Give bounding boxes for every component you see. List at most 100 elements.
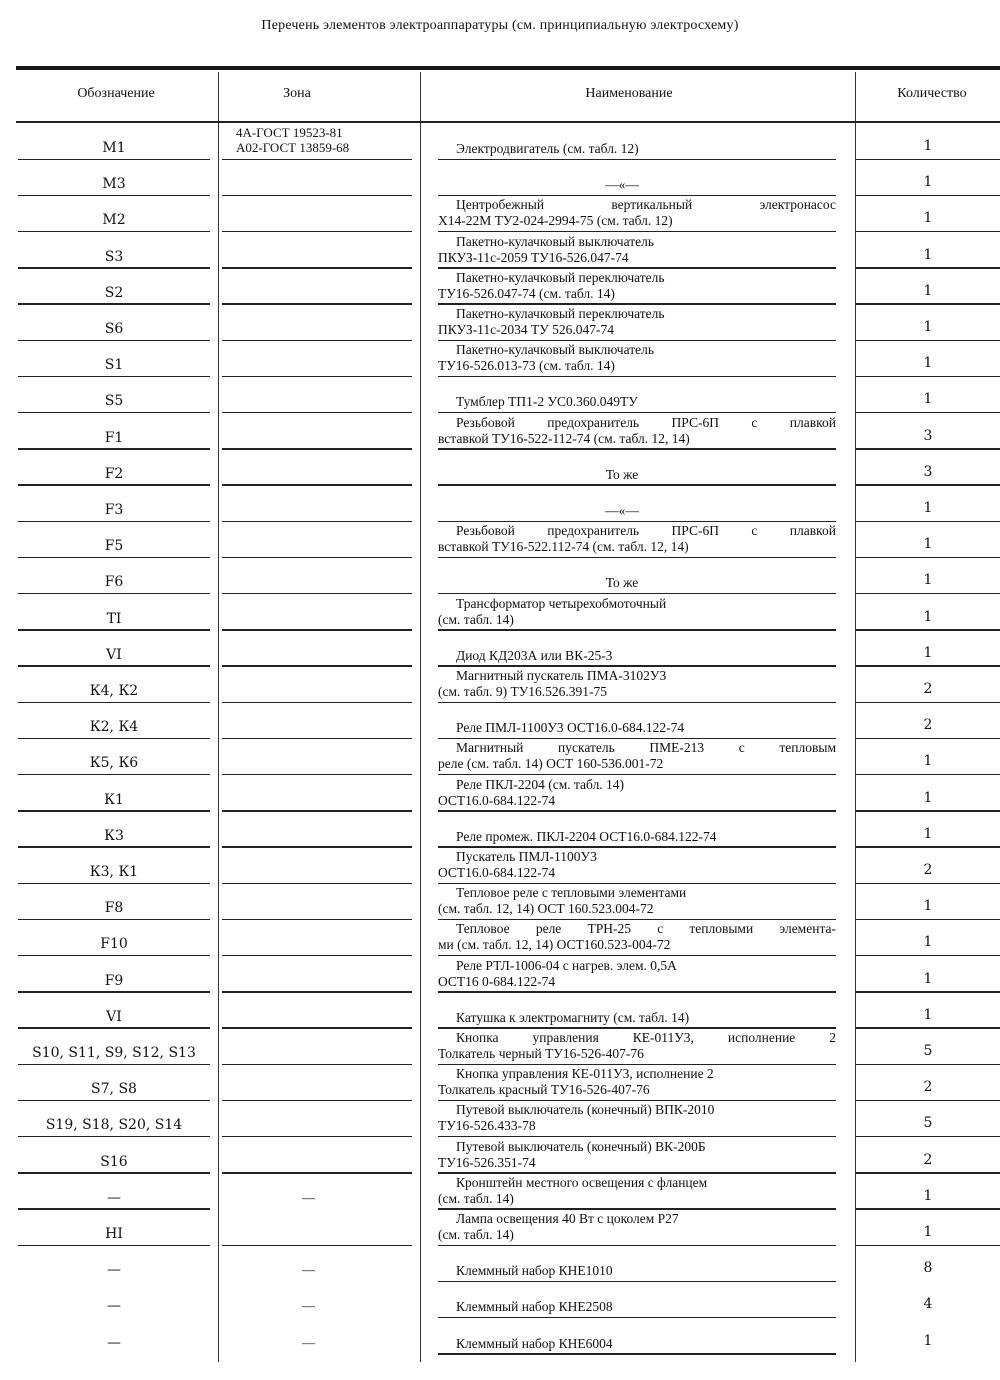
quantity-cell: 3: [856, 450, 1000, 486]
name-line: ПКУЗ-11с-2059 ТУ16-526.047-74: [438, 249, 629, 265]
zone-text: —: [302, 1262, 315, 1277]
quantity-text: 1: [923, 246, 933, 263]
name-cell: Пакетно-кулачковый выключатель ТУ16-526.0…: [438, 341, 836, 378]
zone-cell: [222, 269, 412, 305]
table-row: F3 —«— 1: [0, 486, 1000, 522]
name-text: Реле промеж. ПКЛ-2204 ОСТ16.0-684.122-74: [438, 829, 836, 845]
quantity-cell: 4: [856, 1282, 1000, 1318]
table-row: К1 Реле ПКЛ-2204 (см. табл. 14) ОСТ16.0-68…: [0, 776, 1000, 812]
header-bottom-border: [16, 121, 1000, 123]
name-text: Клеммный набор КНЕ1010: [438, 1263, 836, 1279]
name-line: Х14-22М ТУ2-024-2994-75 (см. табл. 12): [438, 213, 673, 229]
designation-cell: S10, S11, S9, S12, S13: [18, 1029, 210, 1065]
name-text: Реле ПМЛ-1100У3 ОСТ16.0-684.122-74: [438, 720, 836, 736]
quantity-cell: 3: [856, 414, 1000, 450]
quantity-text: 1: [923, 789, 933, 806]
name-line: ми (см. табл. 12, 14) ОСТ160.523-004-72: [438, 937, 671, 953]
quantity-cell: 5: [856, 1101, 1000, 1138]
name-text: Тепловое реле с тепловыми элементами (см.…: [438, 885, 836, 917]
name-cell: То же: [438, 450, 836, 486]
quantity-text: 1: [923, 319, 933, 335]
zone-cell: [222, 1210, 412, 1246]
name-text: То же: [438, 575, 836, 591]
designation-cell: К1: [18, 776, 210, 812]
name-line: ТУ16-526.351-74: [438, 1154, 536, 1170]
name-line: (см. табл. 14): [438, 611, 514, 627]
zone-cell: [222, 196, 412, 233]
zone-cell: [222, 812, 412, 848]
name-line: Тепловое реле с тепловыми элементами: [456, 885, 687, 901]
table-row: S19, S18, S20, S14 Путевой выключатель (к…: [0, 1101, 1000, 1138]
name-cell: Центробежный вертикальный электронасос Х1…: [438, 196, 836, 233]
zone-line: —: [302, 1262, 315, 1278]
table-row: — — Кронштейн местного освещения с фланцем…: [0, 1174, 1000, 1210]
quantity-cell: 1: [856, 1174, 1000, 1210]
name-line: Резьбовой предохранитель ПРС-6П с плавко…: [456, 523, 836, 539]
table-row: S2 Пакетно-кулачковый переключатель ТУ16-5…: [0, 269, 1000, 305]
designation-text: M2: [102, 212, 126, 229]
zone-cell: [222, 920, 412, 957]
quantity-text: 1: [923, 1332, 933, 1349]
quantity-cell: 2: [856, 1138, 1000, 1174]
table-row: S5 Тумблер ТП1-2 УС0.360.049ТУ 1: [0, 377, 1000, 414]
designation-cell: К3, К1: [18, 848, 210, 884]
zone-cell: [222, 1138, 412, 1174]
zone-cell: [222, 233, 412, 269]
quantity-cell: 8: [856, 1246, 1000, 1282]
designation-text: F8: [104, 900, 124, 917]
name-line: реле (см. табл. 14) ОСТ 160-536.001-72: [438, 756, 664, 772]
designation-cell: S16: [18, 1138, 210, 1174]
name-line: Магнитный пускатель ПМЕ-213 с тепловым: [456, 740, 836, 756]
zone-cell: [222, 739, 412, 776]
designation-text: M3: [102, 176, 126, 193]
name-line: Клеммный набор КНЕ2508: [456, 1299, 613, 1315]
quantity-cell: 2: [856, 1065, 1000, 1102]
name-line: ОСТ16.0-684.122-74: [438, 865, 556, 880]
designation-text: VI: [106, 646, 122, 663]
quantity-text: 1: [923, 210, 933, 227]
name-line: Катушка к электромагниту (см. табл. 14): [456, 1009, 690, 1025]
name-line: вставкой ТУ16-522-112-74 (см. табл. 12, …: [438, 430, 690, 446]
designation-cell: —: [18, 1282, 210, 1318]
column-divider: [855, 72, 856, 1362]
table-row: — — Клеммный набор КНЕ1010 8: [0, 1246, 1000, 1283]
quantity-text: 3: [923, 463, 933, 480]
table-row: — — Клеммный набор КНЕ2508 4: [0, 1282, 1000, 1319]
name-line: Кнопка управления КЕ-011У3, исполнение 2: [456, 1066, 714, 1082]
name-cell: Пускатель ПМЛ-1100У3 ОСТ16.0-684.122-74: [438, 848, 836, 884]
name-line: Электродвигатель (см. табл. 12): [456, 141, 639, 156]
designation-cell: HI: [18, 1210, 210, 1246]
document-title: Перечень элементов электроаппаратуры (см…: [261, 18, 739, 33]
designation-text: F3: [104, 502, 124, 518]
designation-cell: —: [18, 1246, 210, 1282]
zone-cell: [222, 377, 412, 414]
name-cell: Магнитный пускатель ПМА-3102У3 (см. табл.…: [438, 667, 836, 703]
zone-cell: [222, 1101, 412, 1138]
zone-cell: [222, 667, 412, 703]
name-line: Клеммный набор КНЕ6004: [456, 1335, 613, 1351]
name-line: ОСТ16 0-684.122-74: [438, 973, 556, 989]
quantity-text: 1: [923, 138, 933, 154]
table-row: F2 То же 3: [0, 450, 1000, 486]
designation-cell: VI: [18, 631, 210, 667]
quantity-text: 8: [923, 1260, 933, 1277]
name-line: Диод КД203А или ВК-25-3: [456, 647, 613, 663]
name-cell: Тепловое реле ТРН-25 с тепловыми элемент…: [438, 920, 836, 957]
designation-cell: S7, S8: [18, 1065, 210, 1102]
name-line: (см. табл. 14): [438, 1190, 514, 1206]
quantity-text: 3: [923, 427, 933, 444]
designation-cell: F2: [18, 450, 210, 486]
name-text: Кнопка управления КЕ-011У3, исполнение 2…: [438, 1066, 836, 1098]
designation-text: TI: [106, 610, 122, 627]
quantity-text: 1: [923, 572, 933, 589]
name-cell: Реле ПКЛ-2204 (см. табл. 14) ОСТ16.0-684.…: [438, 776, 836, 812]
zone-cell: [222, 450, 412, 486]
zone-text: —: [302, 1190, 315, 1205]
name-line: ТУ16-526.433-78: [438, 1118, 536, 1134]
zone-cell: [222, 776, 412, 812]
designation-cell: К5, К6: [18, 739, 210, 776]
designation-text: —: [107, 1262, 121, 1279]
zone-line: А02-ГОСТ 13859-68: [236, 140, 350, 155]
name-text: Пакетно-кулачковый выключатель ТУ16-526.0…: [438, 342, 836, 374]
zone-cell: [222, 414, 412, 450]
